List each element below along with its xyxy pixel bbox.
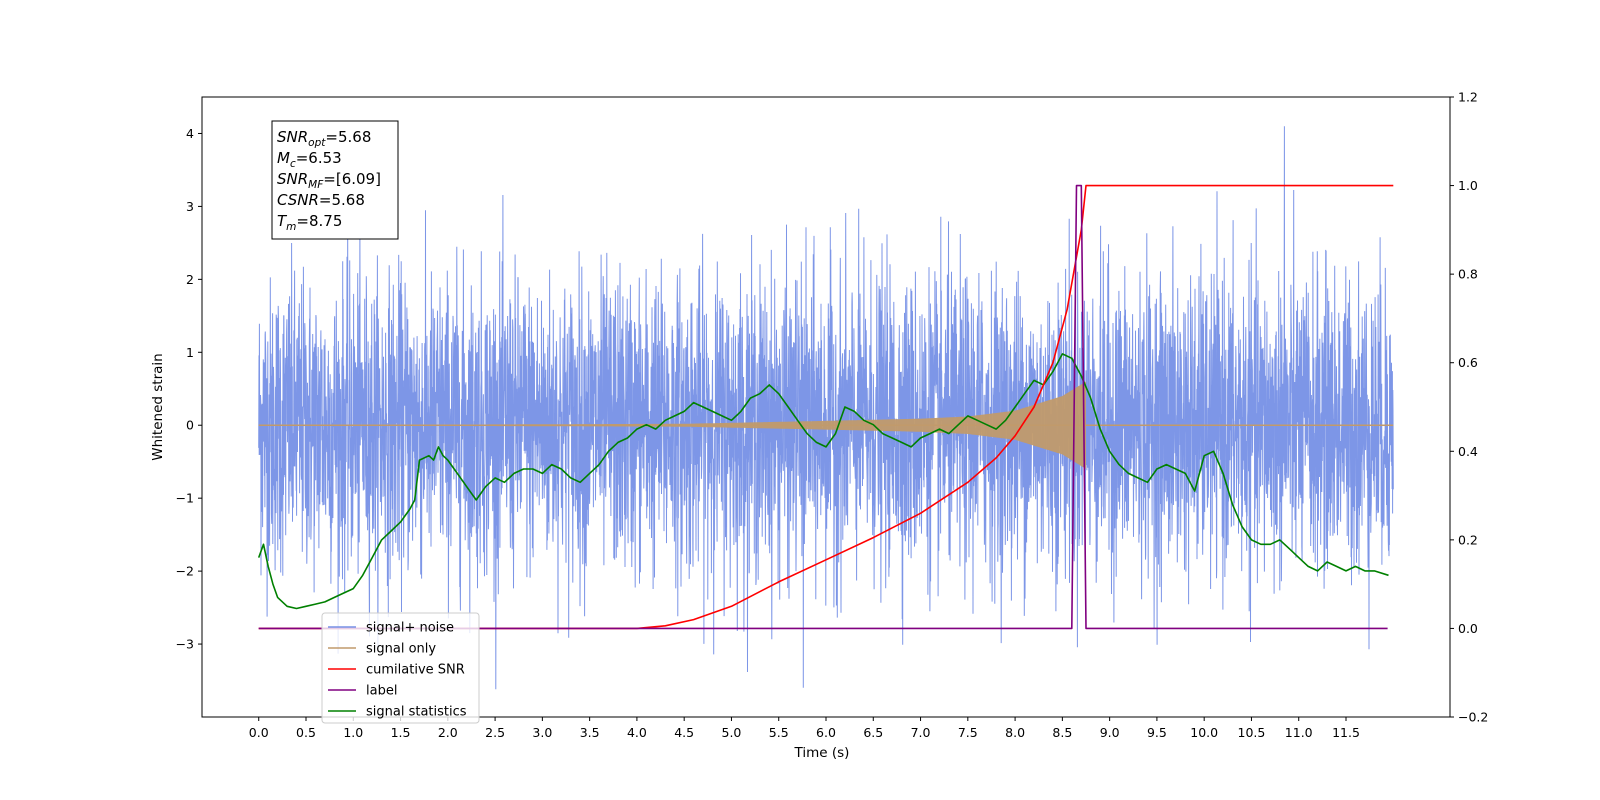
stats-symbol: SNR bbox=[277, 170, 308, 188]
right-y-tick-label: 0.0 bbox=[1458, 621, 1478, 636]
x-tick-label: 1.0 bbox=[343, 725, 363, 740]
right-y-tick-label: 0.4 bbox=[1458, 444, 1478, 459]
x-tick-label: 7.0 bbox=[911, 725, 931, 740]
stats-value: =[6.09] bbox=[323, 170, 381, 188]
y-axis-label: Whitened strain bbox=[150, 353, 166, 460]
series-signal-noise-line bbox=[258, 126, 1394, 690]
series-signal-statistics-line bbox=[257, 353, 1389, 610]
stats-line: Tm=8.75 bbox=[277, 212, 342, 233]
stats-symbol: CSNR bbox=[277, 191, 319, 209]
right-y-tick-label: 1.0 bbox=[1458, 178, 1478, 193]
x-tick-label: 7.5 bbox=[958, 725, 978, 740]
y-tick-label: 4 bbox=[186, 126, 194, 141]
stats-box: SNRopt=5.68Mc=6.53SNRMF=[6.09]CSNR=5.68T… bbox=[271, 120, 399, 240]
stats-line: SNRMF=[6.09] bbox=[277, 170, 381, 191]
stats-line: SNRopt=5.68 bbox=[277, 128, 371, 149]
legend-label: signal+ noise bbox=[366, 621, 454, 636]
x-tick-label: 10.0 bbox=[1190, 725, 1218, 740]
y-tick-label: 2 bbox=[186, 272, 194, 287]
right-y-axis-ticks: −0.2 0.0 0.2 0.4 0.6 0.8 1.0 1.2 bbox=[1450, 90, 1488, 725]
x-tick-label: 3.5 bbox=[580, 725, 600, 740]
right-y-tick-label: 0.8 bbox=[1458, 267, 1478, 282]
stats-value: =8.75 bbox=[296, 212, 342, 230]
x-tick-label: 9.0 bbox=[1100, 725, 1120, 740]
legend: signal+ noise signal only cumilative SNR la… bbox=[321, 612, 480, 724]
y-tick-label: −3 bbox=[176, 637, 194, 652]
stats-subscript: opt bbox=[308, 137, 326, 149]
x-tick-label: 3.0 bbox=[532, 725, 552, 740]
legend-label: signal only bbox=[366, 642, 436, 657]
stats-subscript: m bbox=[286, 221, 296, 233]
stats-subscript: c bbox=[290, 158, 296, 170]
legend-label: signal statistics bbox=[366, 705, 467, 720]
x-tick-label: 2.5 bbox=[485, 725, 505, 740]
stats-symbol: SNR bbox=[277, 128, 308, 146]
x-tick-label: 5.0 bbox=[722, 725, 742, 740]
right-y-tick-label: −0.2 bbox=[1458, 710, 1488, 725]
stats-line: Mc=6.53 bbox=[277, 149, 342, 170]
stats-value: =5.68 bbox=[319, 191, 365, 209]
x-tick-label: 8.5 bbox=[1052, 725, 1072, 740]
x-tick-label: 6.5 bbox=[863, 725, 883, 740]
stats-box-frame bbox=[271, 120, 399, 240]
y-tick-label: 0 bbox=[186, 418, 194, 433]
stats-value: =6.53 bbox=[296, 149, 342, 167]
legend-label: label bbox=[366, 684, 397, 699]
right-y-tick-label: 0.2 bbox=[1458, 532, 1478, 547]
x-tick-label: 0.0 bbox=[249, 725, 269, 740]
x-tick-label: 1.5 bbox=[391, 725, 411, 740]
x-tick-label: 4.0 bbox=[627, 725, 647, 740]
x-tick-label: 4.5 bbox=[674, 725, 694, 740]
y-tick-label: 3 bbox=[186, 199, 194, 214]
stats-value: =5.68 bbox=[325, 128, 371, 146]
right-y-tick-label: 1.2 bbox=[1458, 90, 1478, 105]
stats-subscript: MF bbox=[308, 179, 324, 191]
x-tick-label: 6.0 bbox=[816, 725, 836, 740]
stats-symbol: M bbox=[277, 149, 290, 167]
plot-area bbox=[257, 126, 1394, 690]
x-tick-label: 5.5 bbox=[769, 725, 789, 740]
y-tick-label: −2 bbox=[176, 564, 194, 579]
x-tick-label: 9.5 bbox=[1147, 725, 1167, 740]
series-label-line bbox=[258, 184, 1388, 630]
legend-frame bbox=[321, 612, 480, 724]
x-tick-label: 2.0 bbox=[438, 725, 458, 740]
x-tick-label: 10.5 bbox=[1238, 725, 1266, 740]
y-axis-ticks: −3 −2 −1 0 1 2 3 4 bbox=[176, 126, 202, 652]
legend-label: cumilative SNR bbox=[366, 663, 465, 678]
x-tick-label: 8.0 bbox=[1005, 725, 1025, 740]
x-tick-label: 0.5 bbox=[296, 725, 316, 740]
right-y-tick-label: 0.6 bbox=[1458, 355, 1478, 370]
x-axis-label: Time (s) bbox=[794, 745, 850, 761]
y-tick-label: −1 bbox=[176, 491, 194, 506]
series-cumilative-snr-line bbox=[258, 184, 1394, 630]
x-axis-ticks: 0.0 0.5 1.0 1.5 2.0 2.5 3.0 3.5 4.0 4.5 5.0 5.5 6.0 6… bbox=[249, 717, 1360, 740]
y-tick-label: 1 bbox=[186, 345, 194, 360]
stats-line: CSNR=5.68 bbox=[277, 191, 365, 209]
stats-symbol: T bbox=[277, 212, 288, 230]
x-tick-label: 11.0 bbox=[1285, 725, 1313, 740]
x-tick-label: 11.5 bbox=[1332, 725, 1360, 740]
